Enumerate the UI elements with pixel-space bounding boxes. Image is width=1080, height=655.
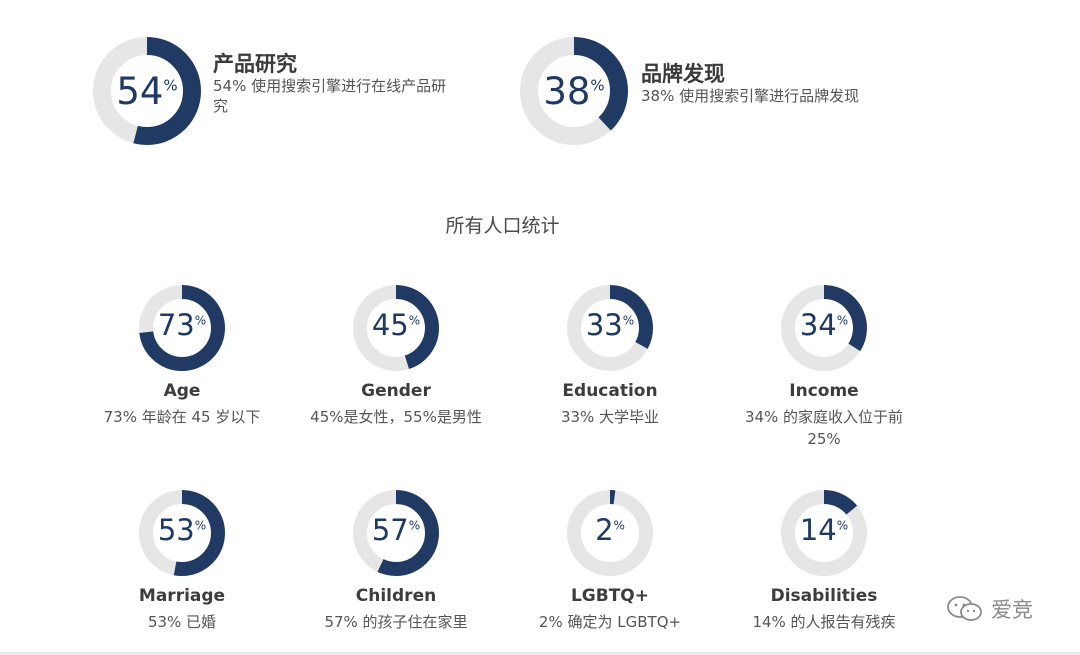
donut-arc [781, 285, 867, 371]
donut-chart [567, 285, 653, 371]
donut-arc [93, 37, 201, 145]
percent-sign: % [194, 518, 207, 533]
demographic-desc-line: 57% 的孩子住在家里 [324, 613, 468, 631]
demographic-desc: 45%是女性，55%是男性 [301, 406, 491, 428]
donut-chart [353, 490, 439, 576]
donut-number: 33 [585, 308, 623, 342]
bottom-divider [0, 652, 1080, 655]
demographic-desc-line: 34% 的家庭收入位于前 [744, 408, 904, 426]
donut-chart [139, 285, 225, 371]
demographic-desc: 14% 的人报告有残疾 [729, 611, 919, 633]
demographic-desc-line: 53% 已婚 [147, 613, 217, 631]
demographic-desc-line: 45%是女性，55%是男性 [310, 408, 482, 426]
donut-number: 14 [799, 513, 837, 547]
percent-sign: % [590, 76, 605, 95]
watermark-text: 爱竞 [991, 598, 1033, 622]
demographic-desc-line: 14% 的人报告有残疾 [752, 613, 896, 631]
demographic-desc: 57% 的孩子住在家里 [301, 611, 491, 633]
featured-desc-line: 38% 使用搜索引擎进行品牌发现 [641, 87, 860, 105]
featured-title: 品牌发现 [641, 62, 725, 86]
donut-arc [567, 285, 653, 371]
demographic-desc-line: 73% 年龄在 45 岁以下 [103, 408, 261, 426]
percent-sign: % [836, 518, 849, 533]
watermark: 爱竞 [945, 592, 1033, 626]
donut-number: 2 [595, 513, 614, 547]
donut-number: 45 [371, 308, 409, 342]
featured-desc: 54% 使用搜索引擎进行在线产品研 究 [213, 76, 446, 116]
demographic-donut-gender: 45% [352, 284, 440, 372]
donut-arc [567, 490, 653, 576]
featured-title: 产品研究 [213, 52, 297, 76]
demographic-desc: 34% 的家庭收入位于前 25% [729, 406, 919, 450]
donut-value: 14% [780, 513, 868, 547]
percent-sign: % [194, 313, 207, 328]
demographic-donut-education: 33% [566, 284, 654, 372]
donut-chart [353, 285, 439, 371]
featured-desc: 38% 使用搜索引擎进行品牌发现 [641, 86, 859, 106]
donut-value: 53% [138, 513, 226, 547]
demographic-label: Education [562, 381, 658, 401]
donut-value: 33% [566, 308, 654, 342]
donut-value: 45% [352, 308, 440, 342]
demographic-label: Children [355, 586, 437, 606]
demographic-desc: 73% 年龄在 45 岁以下 [87, 406, 277, 428]
demographic-desc-line: 25% [807, 430, 841, 448]
demographic-label: Disabilities [770, 586, 878, 606]
demographic-desc: 2% 确定为 LGBTQ+ [515, 611, 705, 633]
demographic-desc-line: 2% 确定为 LGBTQ+ [538, 613, 682, 631]
donut-arc [353, 490, 439, 576]
featured-donut-brand-discovery: 38% [519, 36, 629, 146]
demographic-desc-line: 33% 大学毕业 [560, 408, 660, 426]
donut-value: 38% [519, 70, 629, 113]
wechat-icon [947, 596, 982, 621]
demographic-label: Age [163, 381, 201, 401]
donut-chart [520, 37, 628, 145]
donut-chart [93, 37, 201, 145]
percent-sign: % [836, 313, 849, 328]
donut-value: 34% [780, 308, 868, 342]
demographic-desc: 33% 大学毕业 [515, 406, 705, 428]
demographic-label: Income [789, 381, 859, 401]
donut-chart [567, 490, 653, 576]
percent-sign: % [622, 313, 635, 328]
featured-donut-product-research: 54% [92, 36, 202, 146]
donut-number: 73 [157, 308, 195, 342]
donut-chart [139, 490, 225, 576]
demographic-desc: 53% 已婚 [87, 611, 277, 633]
percent-sign: % [408, 518, 421, 533]
demographic-donut-income: 34% [780, 284, 868, 372]
donut-number: 53 [157, 513, 195, 547]
featured-desc-line: 究 [213, 97, 229, 115]
donut-arc [139, 490, 225, 576]
demographic-label: Gender [361, 381, 431, 401]
donut-chart [781, 285, 867, 371]
featured-desc-line: 54% 使用搜索引擎进行在线产品研 [213, 77, 447, 95]
demographic-donut-lgbtq: 2% [566, 489, 654, 577]
donut-number: 54 [116, 70, 164, 113]
donut-value: 57% [352, 513, 440, 547]
percent-sign: % [163, 76, 178, 95]
donut-arc [139, 285, 225, 371]
donut-arc [520, 37, 628, 145]
donut-arc [781, 490, 867, 576]
demographic-label: LGBTQ+ [570, 586, 650, 606]
percent-sign: % [613, 518, 625, 533]
donut-number: 38 [543, 70, 591, 113]
percent-sign: % [408, 313, 421, 328]
demographic-label: Marriage [138, 586, 226, 606]
demographic-donut-marriage: 53% [138, 489, 226, 577]
donut-value: 2% [566, 513, 654, 547]
demographic-donut-children: 57% [352, 489, 440, 577]
demographic-donut-disabilities: 14% [780, 489, 868, 577]
donut-value: 54% [92, 70, 202, 113]
demographic-donut-age: 73% [138, 284, 226, 372]
donut-number: 34 [799, 308, 837, 342]
donut-chart [781, 490, 867, 576]
section-title: 所有人口统计 [445, 215, 560, 237]
donut-arc [353, 285, 439, 371]
donut-number: 57 [371, 513, 409, 547]
donut-value: 73% [138, 308, 226, 342]
